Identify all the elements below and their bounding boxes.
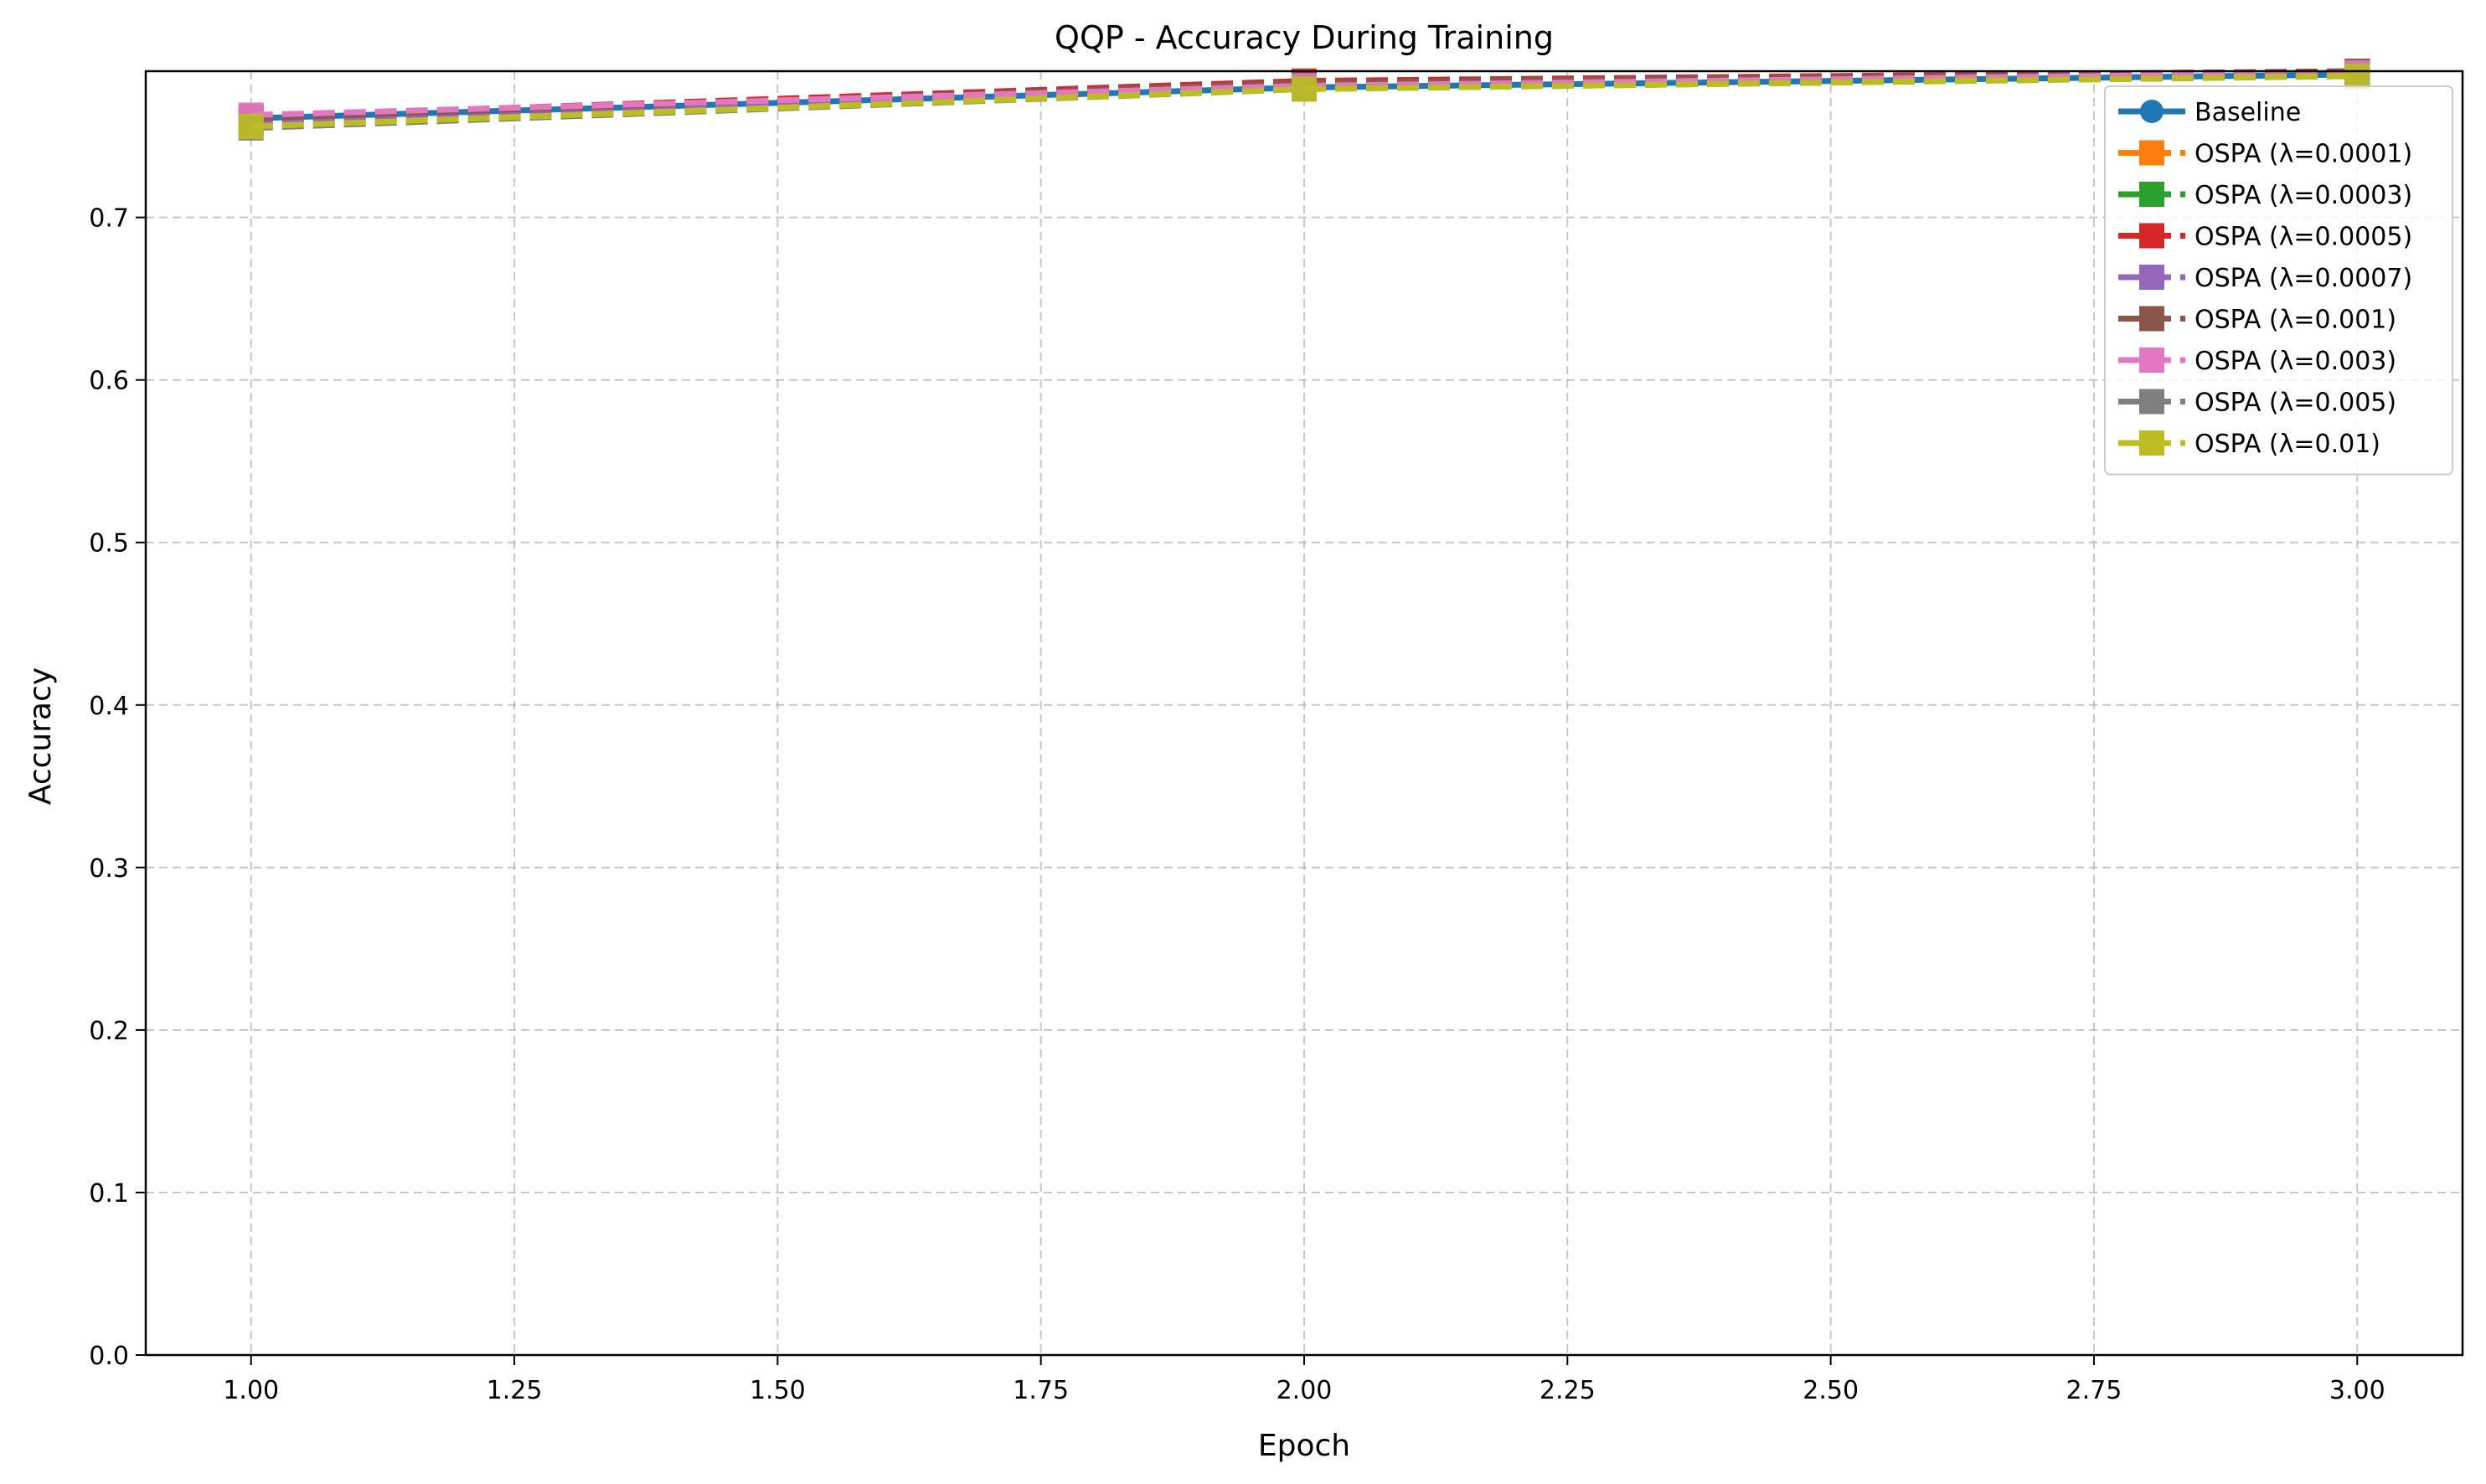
- legend-item: OSPA (λ=0.01): [2118, 430, 2380, 459]
- legend-swatch-marker: [2139, 182, 2164, 207]
- legend-item: OSPA (λ=0.0005): [2118, 223, 2412, 252]
- y-tick-label: 0.1: [89, 1179, 129, 1208]
- x-tick-label: 2.00: [1277, 1376, 1333, 1405]
- legend-label: OSPA (λ=0.0003): [2195, 181, 2412, 210]
- chart-title: QQP - Accuracy During Training: [1055, 19, 1554, 56]
- legend-item: Baseline: [2118, 98, 2301, 127]
- legend-label: OSPA (λ=0.01): [2195, 430, 2380, 459]
- series-line: [250, 70, 2358, 118]
- legend-label: OSPA (λ=0.001): [2195, 306, 2396, 335]
- x-axis-label: Epoch: [1258, 1429, 1350, 1463]
- legend-swatch-marker: [2140, 100, 2164, 123]
- legend-item: OSPA (λ=0.0003): [2118, 181, 2412, 210]
- series-layer: [238, 59, 2370, 141]
- legend: Baseline OSPA (λ=0.0001) OSPA (λ=0.0003) OS…: [2104, 85, 2453, 476]
- series-8: [238, 63, 2370, 139]
- legend-box: [2104, 85, 2453, 476]
- x-tick-label: 1.75: [1013, 1376, 1069, 1405]
- legend-label: OSPA (λ=0.005): [2195, 389, 2396, 418]
- legend-label: OSPA (λ=0.0005): [2195, 223, 2412, 252]
- y-tick-label: 0.5: [89, 529, 129, 559]
- legend-item: OSPA (λ=0.005): [2118, 389, 2396, 418]
- legend-swatch-marker: [2139, 306, 2164, 332]
- legend-item: OSPA (λ=0.001): [2118, 306, 2396, 335]
- y-axis-label: Accuracy: [23, 667, 58, 805]
- legend-label: OSPA (λ=0.0001): [2195, 140, 2412, 169]
- legend-label: OSPA (λ=0.0007): [2195, 264, 2412, 293]
- legend-swatch-marker: [2139, 348, 2164, 373]
- x-tick-label: 3.00: [2329, 1376, 2385, 1405]
- x-tick-label: 1.25: [487, 1376, 543, 1405]
- legend-label: OSPA (λ=0.003): [2195, 347, 2396, 376]
- legend-item: OSPA (λ=0.003): [2118, 347, 2396, 376]
- data-point: [2344, 63, 2370, 89]
- y-tick-label: 0.3: [89, 854, 129, 884]
- data-point: [238, 113, 264, 139]
- legend-swatch-marker: [2139, 223, 2164, 249]
- x-tick-label: 1.00: [223, 1376, 279, 1405]
- legend-swatch-marker: [2139, 140, 2164, 166]
- axis-ticks: 1.00 1.25 1.50 1.75 2.00 2.25 2.50 2.75 3.00 0.0 0…: [89, 204, 2385, 1405]
- y-tick-label: 0.2: [89, 1017, 129, 1046]
- x-tick-label: 1.50: [750, 1376, 806, 1405]
- legend-swatch-marker: [2139, 265, 2164, 290]
- legend-item: OSPA (λ=0.0007): [2118, 264, 2412, 293]
- x-tick-label: 2.75: [2066, 1376, 2122, 1405]
- legend-swatch-marker: [2139, 389, 2164, 415]
- y-tick-label: 0.4: [89, 692, 129, 721]
- legend-item: OSPA (λ=0.0001): [2118, 140, 2412, 169]
- y-tick-label: 0.0: [89, 1342, 129, 1371]
- x-tick-label: 2.25: [1540, 1376, 1596, 1405]
- y-tick-label: 0.7: [89, 204, 129, 234]
- legend-swatch-marker: [2139, 430, 2164, 456]
- data-point: [1292, 76, 1317, 102]
- x-tick-label: 2.50: [1803, 1376, 1859, 1405]
- y-tick-label: 0.6: [89, 367, 129, 396]
- legend-label: Baseline: [2195, 98, 2301, 127]
